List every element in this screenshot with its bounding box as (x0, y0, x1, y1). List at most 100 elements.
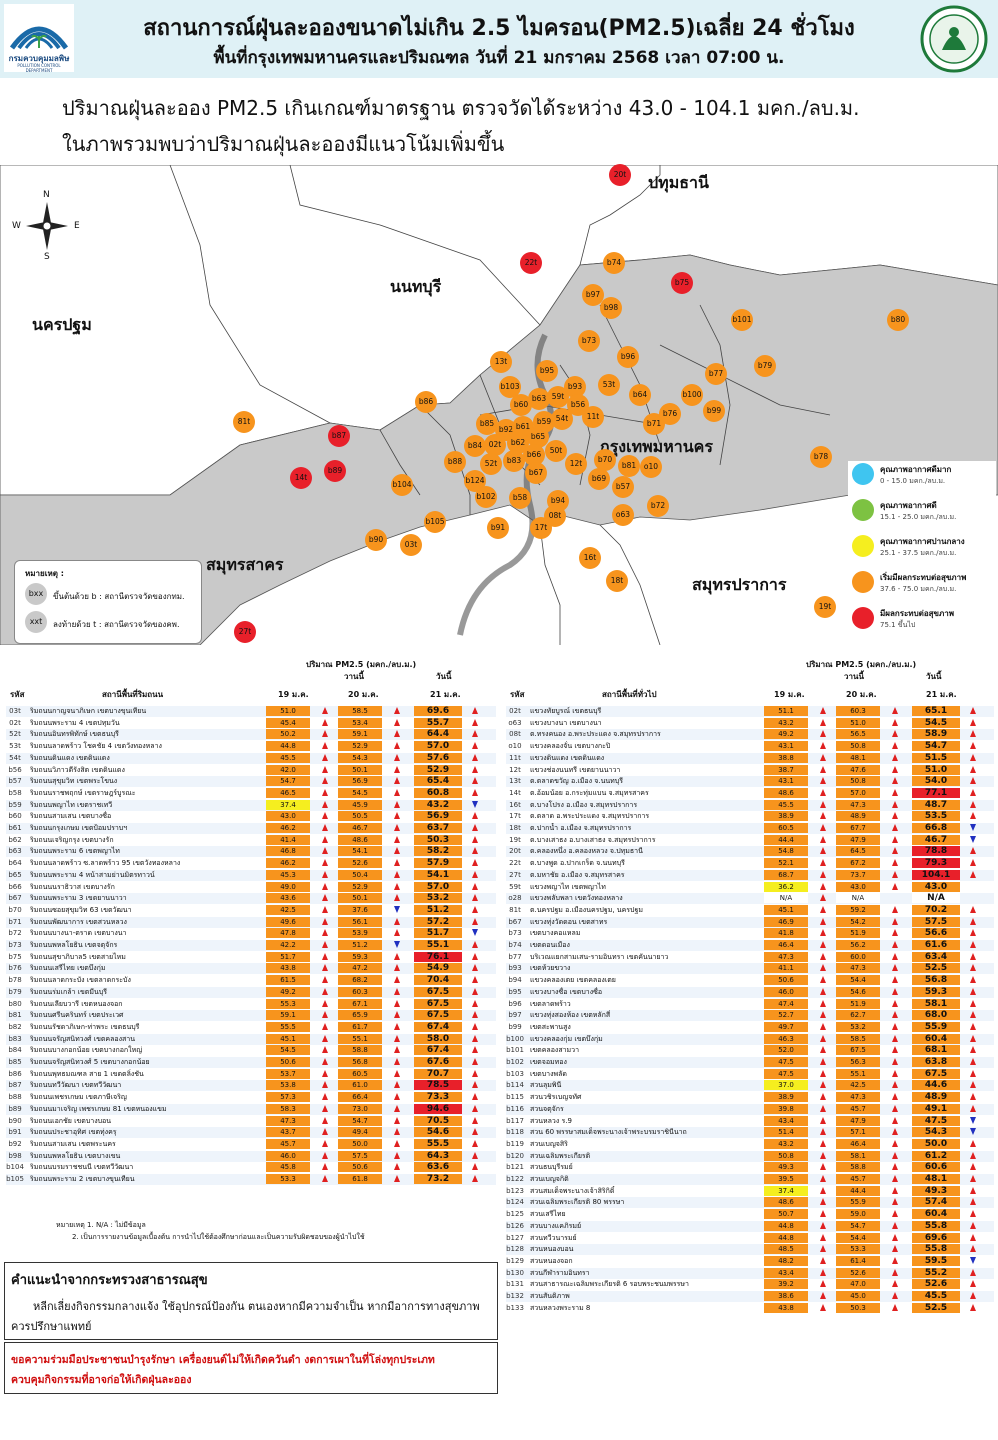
trend-arrow-d3 (472, 824, 478, 831)
trend-arrow-d3 (970, 1116, 976, 1124)
left-value-d3: 57.2 (414, 916, 462, 927)
logo-text-en: POLLUTION CONTROL DEPARTMENT (17, 63, 61, 73)
station-code: 14t (509, 788, 521, 797)
trend-arrow-d2 (394, 1093, 400, 1101)
station-code: b59 (8, 800, 22, 809)
station-name: ริมถนนทวีวัฒนา เขตทวีวัฒนา (30, 1081, 122, 1090)
trend-arrow-d1 (322, 1046, 328, 1054)
trend-arrow-d2 (892, 1034, 898, 1042)
table-row: b127 สวนทวีวนารมย์ 44.8 54.4 69.6 (506, 1232, 994, 1244)
left-value-d2: 54.5 (338, 787, 382, 798)
station-marker-b79: b79 (754, 355, 776, 377)
table-row: b114 สวนลุมพินี 37.0 42.5 44.6 (506, 1080, 994, 1092)
station-marker-b90: b90 (365, 529, 387, 551)
left-value-d2: 58.5 (338, 706, 382, 716)
table-row: 16t ต.บางโปรง อ.เมือง จ.สมุทรปราการ 45.5 47… (506, 799, 994, 811)
table-row: b99 เขตสะพานสูง 49.7 53.2 55.9 (506, 1021, 994, 1033)
station-name: ริมถนนพัฒนาการ เขตสวนหลวง (30, 917, 127, 926)
table-row: o10 แขวงคลองจั่น เขตบางกะปิ 43.1 50.8 54.7 (506, 741, 994, 752)
trend-arrow-d2 (892, 835, 898, 843)
right-value-d3: 61.6 (912, 940, 960, 950)
station-name: สวนทวีวนารมย์ (530, 1233, 577, 1242)
trend-arrow-d1 (820, 753, 826, 761)
station-marker-b70: b70 (594, 449, 616, 471)
station-code: b124 (506, 1198, 524, 1207)
station-name: ต.ปากน้ำ อ.เมือง จ.สมุทรปราการ (530, 824, 632, 832)
trend-arrow-d1 (322, 1175, 328, 1182)
station-code: b67 (8, 894, 22, 903)
right-value-d2: 67.5 (836, 1045, 880, 1056)
station-code: b73 (8, 941, 22, 949)
station-name: ริมถนนเอกชัย เขตบางบอน (30, 1116, 112, 1125)
station-name: แขวงทัยบูรณ์ เขตธนบุรี (530, 707, 602, 715)
station-name: สวนธนบุรีรมย์ (530, 1163, 573, 1172)
station-code: b120 (506, 1151, 524, 1160)
right-value-d1: 41.1 (764, 963, 808, 974)
left-value-d2: 50.4 (338, 869, 382, 880)
station-marker-b101: b101 (731, 309, 753, 331)
table-row: b73 เขตบางคอแหลม 41.8 51.9 56.6 (506, 928, 994, 939)
table-row: 53t ริมถนนลาดพร้าว โชคชัย 4 เขตวังทองหลาง… (6, 741, 496, 752)
left-value-d3: 63.7 (414, 823, 462, 833)
station-code: b64 (8, 859, 22, 868)
legend-label-3: เริ่มมีผลกระทบต่อสุขภาพ (880, 573, 967, 582)
left-value-d3: 64.4 (414, 729, 462, 740)
trend-arrow-d2 (394, 964, 400, 972)
legend-label-4: มีผลกระทบต่อสุขภาพ (880, 609, 955, 618)
legend-range-0: 0 - 15.0 มคก./ลบ.ม. (880, 477, 946, 485)
left-value-d3: 67.6 (414, 1057, 462, 1067)
trend-arrow-d1 (322, 765, 328, 773)
station-name: ต.ตลาด อ.พระประแดง จ.สมุทรปราการ (530, 812, 650, 821)
station-name: ริมถนนพระราม 3 เขตยานนาวา (30, 894, 127, 903)
left-value-d3: 58.2 (414, 846, 462, 857)
right-col-name: สถานีพื้นที่ทั่วไป (602, 690, 657, 699)
table-row: b66 ริมถนนนราธิวาส เขตบางรัก 49.0 52.9 57.0 (6, 881, 496, 893)
station-code: b60 (8, 812, 22, 821)
left-value-d1: 45.1 (266, 1033, 310, 1044)
legend-swatch-3 (852, 571, 874, 593)
right-value-d3: 54.0 (912, 776, 960, 787)
left-value-d1: 46.2 (266, 858, 310, 869)
right-value-d3: 53.5 (912, 811, 960, 822)
right-value-d3: 59.3 (912, 986, 960, 997)
trend-arrow-d3 (472, 859, 478, 867)
trend-arrow-d3 (970, 1175, 976, 1182)
station-name: ริมถนนกาญจนาภิเษก เขตบางขุนเทียน (30, 707, 147, 715)
table-row: b93 เขตห้วยขวาง 41.1 47.3 52.5 (506, 963, 994, 975)
station-code: b99 (508, 1022, 522, 1031)
trend-arrow-d1 (322, 952, 328, 960)
station-name: ริมถนนพระราม 6 เขตพญาไท (30, 847, 120, 856)
station-name: แขวงช่องนนทรี เขตยานนาวา (530, 765, 621, 774)
right-col-code: รหัส (510, 690, 525, 699)
trend-arrow-d2 (892, 1128, 898, 1136)
right-value-d3: 51.0 (912, 764, 960, 775)
table-row: 17t ต.ตลาด อ.พระประแดง จ.สมุทรปราการ 38.9 4… (506, 811, 994, 822)
left-value-d1: 50.6 (266, 1057, 310, 1067)
logo-text-th: กรมควบคุมมลพิษ (8, 54, 70, 63)
trend-arrow-d2 (394, 1069, 400, 1077)
table-row: b86 ริมถนนพุทธมณฑล สาย 1 เขตตลิ่งชัน 53.7 6… (6, 1068, 496, 1080)
station-name: ริมถนนพญาไท เขตราชเทวี (30, 800, 113, 809)
left-value-d3: 67.4 (414, 1045, 462, 1056)
station-name: แขวงทุ่งสองห้อง เขตหลักสี่ (530, 1011, 611, 1020)
right-value-d2: 52.6 (836, 1267, 880, 1278)
table-row: 59t แขวงพญาไท เขตพญาไท 36.2 43.0 43.0 (506, 881, 994, 893)
table-row: b98 ริมถนนพหลโยธิน เขตบางเขน 46.0 57.5 64.3 (6, 1150, 496, 1162)
roadside-table: ปริมาณ PM2.5 (มคก./ลบ.ม.) วานนี้ วันนี้ … (6, 656, 496, 1256)
station-marker-b71: b71 (643, 413, 665, 435)
station-marker-27t: 27t (234, 621, 256, 643)
station-marker-b73: b73 (578, 330, 600, 352)
trend-arrow-d3 (472, 1151, 478, 1159)
right-value-d1: 46.3 (764, 1033, 808, 1044)
station-code: 19t (509, 835, 521, 844)
legend-swatch-4 (852, 607, 874, 629)
left-value-d2: 46.7 (338, 823, 382, 833)
left-value-d3: 52.9 (414, 764, 462, 775)
right-value-d2: 48.1 (836, 752, 880, 763)
station-name: ริมถนนร่มเกล้า เขตมีนบุรี (30, 987, 107, 996)
trend-arrow-d1 (820, 1233, 826, 1241)
table-row: b133 สวนหลวงพระราม 8 43.8 50.3 52.5 (506, 1302, 994, 1314)
station-name: ริมถนนรัชดาภิเษก-ท่าพระ เขตธนบุรี (30, 1022, 140, 1031)
trend-arrow-d2 (892, 917, 898, 925)
left-value-d3: 64.3 (414, 1150, 462, 1161)
